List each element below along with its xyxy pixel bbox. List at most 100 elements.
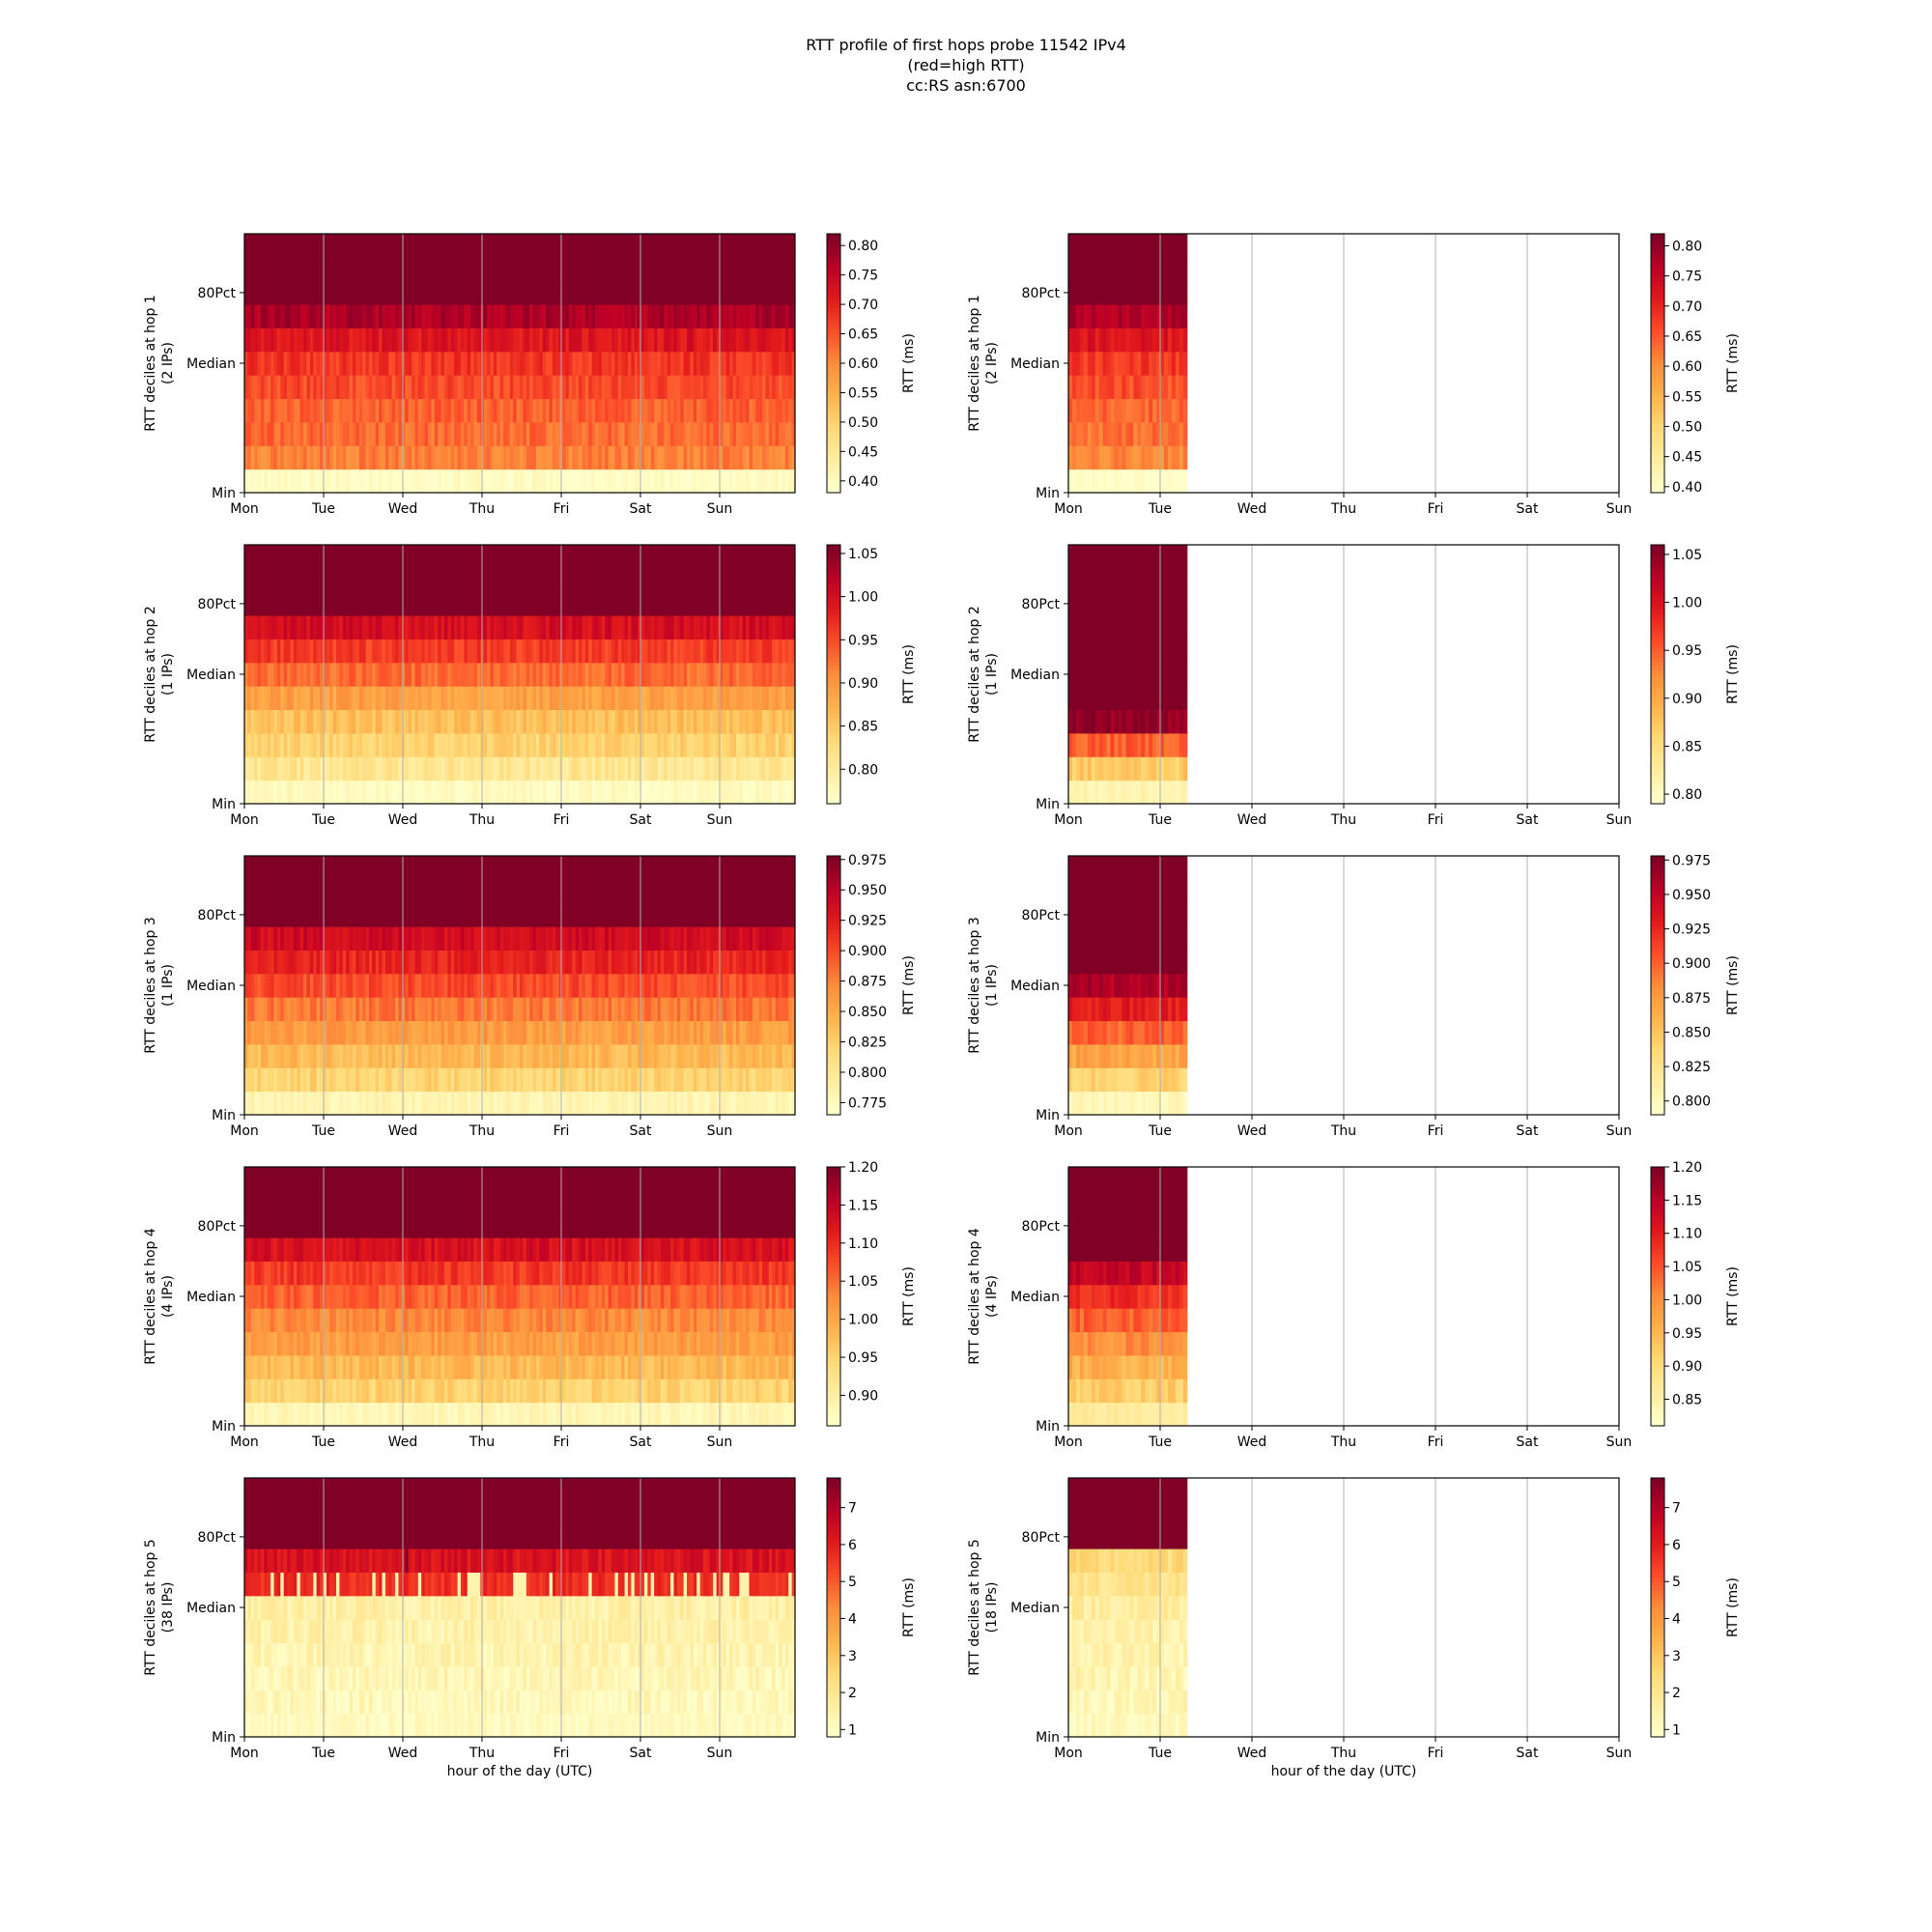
heatmap-cell	[483, 639, 488, 664]
heatmap-cells	[244, 545, 795, 805]
heatmap-cell	[1152, 257, 1157, 282]
heatmap-cell	[591, 304, 596, 328]
heatmap-cell	[683, 780, 688, 805]
heatmap-cell	[1137, 591, 1142, 616]
heatmap-cell	[401, 1091, 406, 1116]
heatmap-cell	[450, 709, 455, 734]
heatmap-cell	[428, 591, 432, 616]
heatmap-cell	[1068, 257, 1073, 282]
heatmap-cell	[473, 257, 478, 282]
heatmap-cell	[601, 327, 606, 353]
heatmap-cell	[391, 780, 396, 805]
heatmap-cell	[280, 234, 285, 258]
heatmap-cell	[1098, 257, 1104, 282]
heatmap-cell	[631, 375, 636, 400]
heatmap-cell	[309, 445, 314, 470]
heatmap-cell	[293, 756, 298, 781]
heatmap-cell	[450, 257, 455, 282]
heatmap-cell	[1068, 686, 1073, 711]
heatmap-cell	[1152, 639, 1157, 664]
heatmap-cell	[549, 709, 554, 734]
heatmap-cell	[309, 591, 314, 616]
heatmap-cell	[254, 1091, 259, 1116]
heatmap-cell	[568, 375, 573, 400]
heatmap-cell	[1071, 304, 1077, 328]
colorbar-tick-label: 0.55	[1672, 389, 1702, 405]
heatmap-cell	[431, 639, 436, 664]
heatmap-cell	[365, 398, 370, 423]
heatmap-cell	[749, 732, 753, 757]
heatmap-cell	[490, 545, 495, 569]
heatmap-cell	[417, 234, 422, 258]
heatmap-cell	[575, 327, 580, 353]
colorbar-segment	[827, 631, 840, 637]
heatmap-cell	[405, 351, 410, 376]
heatmap-cell	[355, 421, 360, 446]
heatmap-cell	[657, 304, 662, 328]
heatmap-cell	[473, 732, 478, 757]
heatmap-cell	[391, 732, 396, 757]
heatmap-cell	[290, 1091, 295, 1116]
heatmap-cell	[605, 398, 610, 423]
heatmap-cell	[355, 1091, 360, 1116]
colorbar-segment	[827, 583, 840, 589]
heatmap-cell	[1137, 686, 1142, 711]
heatmap-cell	[1071, 398, 1077, 423]
heatmap-cell	[591, 591, 596, 616]
heatmap-cell	[667, 375, 671, 400]
heatmap-cell	[568, 280, 573, 305]
heatmap-cell	[1129, 375, 1134, 400]
heatmap-cell	[565, 780, 570, 805]
heatmap-cell	[247, 327, 252, 353]
heatmap-cell	[680, 351, 685, 376]
heatmap-cell	[784, 780, 789, 805]
heatmap-cell	[565, 257, 570, 282]
heatmap-cell	[725, 709, 730, 734]
heatmap-cell	[395, 351, 400, 376]
heatmap-cell	[476, 709, 481, 734]
heatmap-cell	[664, 686, 668, 711]
heatmap-cell	[631, 568, 636, 593]
heatmap-cell	[1149, 756, 1153, 781]
heatmap-cell	[499, 545, 504, 569]
heatmap-cell	[643, 304, 648, 328]
heatmap-cell	[765, 445, 770, 470]
heatmap-cell	[693, 1091, 697, 1116]
heatmap-cell	[270, 445, 275, 470]
heatmap-cell	[539, 445, 544, 470]
heatmap-cell	[398, 591, 403, 616]
heatmap-cell	[535, 709, 540, 734]
heatmap-cell	[332, 304, 337, 328]
heatmap-cell	[520, 709, 524, 734]
heatmap-cell	[725, 686, 730, 711]
heatmap-cell	[546, 375, 551, 400]
x-tick-label-mon: Mon	[230, 501, 259, 517]
heatmap-cell	[264, 375, 269, 400]
heatmap-cell	[250, 756, 255, 781]
colorbar-tick-label: 0.90	[848, 676, 878, 692]
heatmap-cell	[696, 469, 701, 494]
heatmap-cell	[1068, 615, 1073, 639]
heatmap-cell	[699, 568, 704, 593]
heatmap-cell	[752, 469, 756, 494]
heatmap-cell	[1179, 304, 1184, 328]
heatmap-cell	[365, 615, 370, 639]
heatmap-cell	[546, 327, 551, 353]
heatmap-cell	[464, 445, 469, 470]
heatmap-cell	[591, 375, 596, 400]
heatmap-cell	[339, 615, 344, 639]
heatmap-cell	[362, 686, 367, 711]
heatmap-cell	[713, 545, 718, 569]
heatmap-cell	[709, 304, 714, 328]
heatmap-cell	[532, 639, 537, 664]
heatmap-cell	[784, 234, 789, 258]
heatmap-cell	[532, 257, 537, 282]
heatmap-cell	[352, 375, 356, 400]
heatmap-cell	[1152, 686, 1157, 711]
heatmap-cell	[1079, 709, 1085, 734]
heatmap-cell	[765, 615, 770, 639]
heatmap-cell	[732, 257, 737, 282]
heatmap-cell	[768, 375, 773, 400]
heatmap-cell	[372, 445, 377, 470]
heatmap-cell	[431, 351, 436, 376]
